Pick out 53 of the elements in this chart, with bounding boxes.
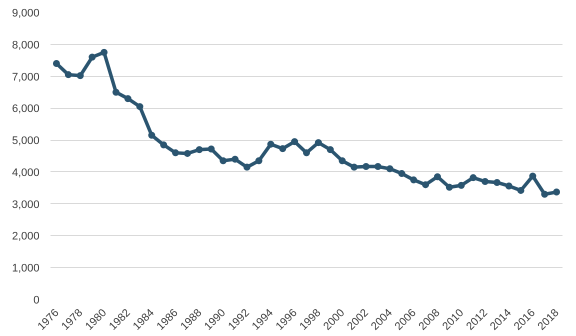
point bbox=[196, 146, 203, 154]
point bbox=[446, 184, 453, 191]
point bbox=[434, 173, 441, 180]
y-tick-label: 3,000 bbox=[12, 198, 40, 211]
y-tick-label: 4,000 bbox=[12, 166, 40, 179]
y-tick-label: 8,000 bbox=[12, 39, 40, 52]
point bbox=[326, 146, 334, 154]
point bbox=[470, 174, 477, 182]
point bbox=[410, 176, 418, 184]
point bbox=[279, 145, 286, 152]
point bbox=[136, 103, 144, 110]
point bbox=[314, 139, 322, 146]
point bbox=[291, 138, 298, 146]
y-tick-label: 5,000 bbox=[12, 135, 40, 148]
point bbox=[553, 188, 560, 196]
y-tick-label: 0 bbox=[33, 294, 40, 306]
point bbox=[338, 157, 346, 164]
point bbox=[52, 60, 60, 68]
point bbox=[494, 178, 501, 186]
point bbox=[148, 132, 156, 139]
point bbox=[398, 170, 406, 178]
point bbox=[88, 54, 96, 61]
point bbox=[160, 141, 168, 148]
point bbox=[374, 163, 382, 170]
point bbox=[362, 163, 370, 170]
point bbox=[529, 172, 536, 180]
y-tick-label: 1,000 bbox=[12, 262, 40, 275]
point bbox=[232, 156, 239, 163]
point bbox=[458, 182, 465, 189]
point bbox=[350, 164, 358, 171]
point bbox=[243, 164, 250, 171]
point bbox=[517, 186, 524, 194]
point bbox=[172, 149, 180, 156]
y-tick-label: 2,000 bbox=[12, 230, 40, 243]
point bbox=[76, 72, 84, 80]
point bbox=[255, 157, 262, 164]
point bbox=[482, 178, 489, 186]
y-tick-label: 6,000 bbox=[12, 103, 40, 116]
point bbox=[112, 88, 120, 96]
point bbox=[422, 181, 430, 188]
point bbox=[64, 71, 72, 78]
point bbox=[124, 95, 132, 102]
y-tick-label: 9,000 bbox=[12, 8, 40, 20]
point bbox=[505, 182, 512, 190]
point bbox=[541, 190, 548, 198]
point bbox=[220, 157, 227, 164]
y-tick-label: 7,000 bbox=[12, 71, 40, 84]
point bbox=[208, 145, 215, 152]
point bbox=[303, 149, 310, 156]
point bbox=[184, 150, 191, 157]
point bbox=[267, 140, 274, 148]
point bbox=[100, 48, 108, 56]
point bbox=[386, 165, 394, 172]
